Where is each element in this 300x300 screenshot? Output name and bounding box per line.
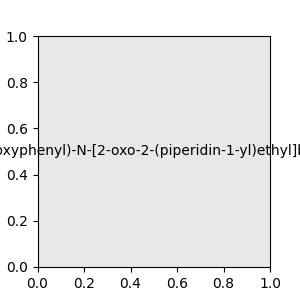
Text: 4-fluoro-N-(4-methoxyphenyl)-N-[2-oxo-2-(piperidin-1-yl)ethyl]benzenesulfonamide: 4-fluoro-N-(4-methoxyphenyl)-N-[2-oxo-2-… <box>0 145 300 158</box>
